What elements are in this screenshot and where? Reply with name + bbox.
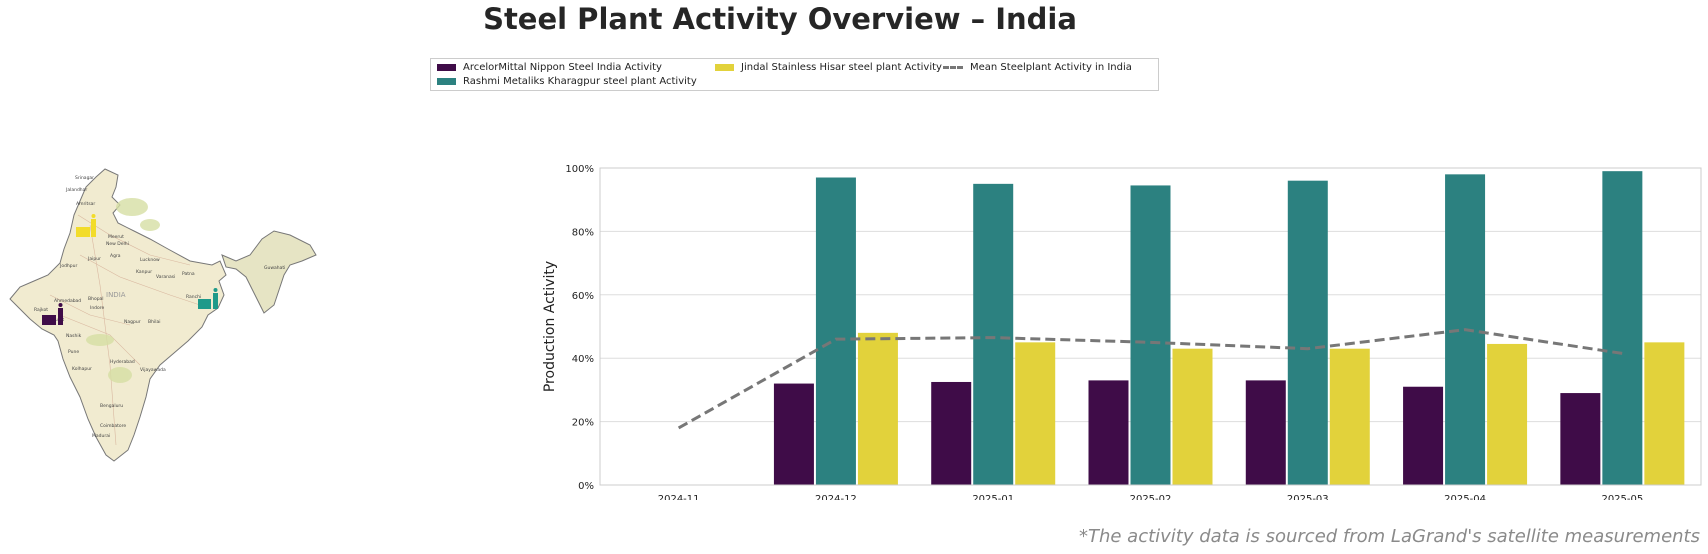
x-tick-label: 2024-11: [658, 494, 700, 500]
bar: [1088, 380, 1129, 485]
city-label: Kanpur: [136, 269, 152, 275]
map-city-labels: Srinagar Jalandhar Amritsar Meerut New D…: [34, 175, 285, 439]
city-label: Bengaluru: [100, 403, 123, 409]
legend-label-jindal: Jindal Stainless Hisar steel plant Activ…: [741, 62, 942, 73]
legend-swatch-jindal: [715, 63, 734, 71]
bar: [1245, 380, 1286, 485]
city-label: Nagpur: [124, 319, 141, 325]
x-tick-label: 2025-03: [1287, 494, 1329, 500]
country-label: INDIA: [106, 291, 126, 299]
bar: [1130, 185, 1171, 485]
india-outline: [9, 168, 227, 462]
legend-item-rashmi: Rashmi Metaliks Kharagpur steel plant Ac…: [437, 76, 697, 88]
bar: [1329, 348, 1370, 485]
city-label: Pune: [68, 349, 79, 355]
x-tick-labels: 2024-11 2024-12 2025-01 2025-02 2025-03 2025-…: [658, 494, 1644, 500]
bar: [1287, 180, 1328, 485]
bar: [773, 383, 814, 485]
bar: [1487, 343, 1528, 485]
india-map: Srinagar Jalandhar Amritsar Meerut New D…: [9, 168, 317, 462]
city-label: Ranchi: [186, 294, 201, 300]
city-label: Coimbatore: [100, 423, 126, 429]
bar: [1644, 342, 1685, 485]
mean-line: [677, 328, 1623, 430]
legend: ArcelorMittal Nippon Steel India Activit…: [430, 58, 1159, 91]
y-tick-label: 100%: [565, 164, 594, 175]
y-axis-label: Production Activity: [542, 261, 558, 392]
bar: [815, 177, 856, 485]
city-label: Jaipur: [87, 256, 101, 262]
bars: [773, 171, 1685, 486]
legend-item-jindal: Jindal Stainless Hisar steel plant Activ…: [715, 62, 942, 74]
city-label: Hyderabad: [110, 359, 135, 365]
y-tick-label: 40%: [572, 354, 594, 365]
legend-swatch-mean: [943, 65, 963, 69]
legend-label-rashmi: Rashmi Metaliks Kharagpur steel plant Ac…: [463, 76, 697, 87]
x-tick-label: 2025-02: [1130, 494, 1172, 500]
y-tick-label: 80%: [572, 227, 594, 238]
x-tick-label: 2024-12: [815, 494, 857, 500]
city-label: Nashik: [66, 333, 82, 339]
bar: [1560, 393, 1601, 485]
city-label: Madurai: [92, 433, 110, 439]
legend-label-mean: Mean Steelplant Activity in India: [970, 62, 1132, 73]
city-label: New Delhi: [106, 241, 129, 247]
mean-line-group: [677, 328, 1623, 430]
y-tick-label: 0%: [578, 481, 594, 492]
bar: [857, 332, 898, 485]
northeast-outline: [221, 230, 317, 314]
legend-swatch-arcelor: [437, 63, 456, 71]
city-label: Bhilai: [148, 319, 160, 325]
plot-frame: [599, 167, 1702, 486]
x-tick-label: 2025-05: [1601, 494, 1643, 500]
city-label: Jodhpur: [59, 263, 77, 269]
city-label: Patna: [182, 271, 195, 277]
city-label: Ahmedabad: [54, 298, 81, 304]
y-tick-label: 60%: [572, 291, 594, 302]
city-label: Vijayawada: [140, 367, 166, 373]
legend-swatch-rashmi: [437, 77, 456, 85]
bar: [931, 381, 972, 485]
jindal-plant-icon: [76, 214, 96, 237]
bar: [973, 183, 1014, 485]
bar: [1403, 386, 1444, 485]
bar: [1602, 171, 1643, 486]
legend-item-mean: Mean Steelplant Activity in India: [943, 62, 1132, 74]
city-label: Bhopal: [88, 296, 104, 302]
city-label: Rajkot: [34, 307, 48, 313]
bar-chart: 0% 20% 40% 60% 80% 100% 2024-11 2024-12 2025-01…: [542, 164, 1702, 500]
bar: [1172, 348, 1213, 485]
city-label: Indore: [90, 305, 105, 311]
legend-label-arcelor: ArcelorMittal Nippon Steel India Activit…: [463, 62, 662, 73]
rashmi-plant-icon: [198, 288, 218, 309]
footnote: *The activity data is sourced from LaGra…: [1078, 526, 1700, 547]
x-tick-label: 2025-04: [1444, 494, 1486, 500]
city-label: Lucknow: [140, 257, 160, 263]
map-roads: [49, 214, 201, 446]
city-label: Amritsar: [76, 201, 95, 207]
city-label: Srinagar: [75, 175, 94, 181]
arcelor-plant-icon: [42, 303, 63, 325]
y-tick-labels: 0% 20% 40% 60% 80% 100%: [565, 164, 594, 492]
chart-title: Steel Plant Activity Overview – India: [483, 2, 1077, 36]
x-tick-label: 2025-01: [972, 494, 1014, 500]
city-label: Guwahati: [264, 265, 285, 271]
map-terrain: [86, 198, 160, 383]
city-label: Varanasi: [156, 274, 175, 280]
city-label: Meerut: [108, 234, 124, 240]
legend-item-arcelor: ArcelorMittal Nippon Steel India Activit…: [437, 62, 662, 74]
city-label: Jalandhar: [65, 187, 87, 193]
city-label: Kolhapur: [72, 366, 92, 372]
bar: [1015, 342, 1056, 485]
city-label: Agra: [110, 253, 121, 259]
y-tick-label: 20%: [572, 418, 594, 429]
